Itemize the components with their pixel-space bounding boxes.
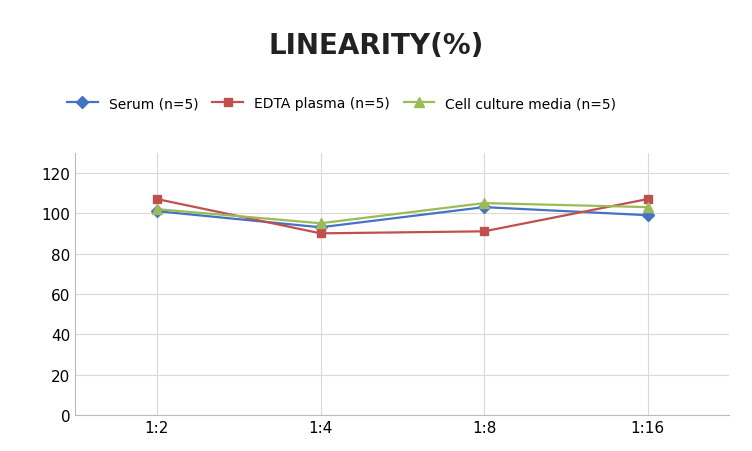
Cell culture media (n=5) [643, 205, 652, 210]
Cell culture media (n=5) [153, 207, 162, 212]
Cell culture media (n=5) [480, 201, 489, 207]
Serum (n=5) [643, 213, 652, 218]
Serum (n=5) [153, 209, 162, 214]
Serum (n=5) [316, 225, 325, 230]
Line: Serum (n=5): Serum (n=5) [153, 203, 652, 232]
Serum (n=5) [480, 205, 489, 210]
Text: LINEARITY(%): LINEARITY(%) [268, 32, 484, 60]
Line: EDTA plasma (n=5): EDTA plasma (n=5) [153, 195, 652, 238]
Cell culture media (n=5) [316, 221, 325, 226]
EDTA plasma (n=5) [643, 197, 652, 202]
Line: Cell culture media (n=5): Cell culture media (n=5) [152, 199, 653, 229]
Legend: Serum (n=5), EDTA plasma (n=5), Cell culture media (n=5): Serum (n=5), EDTA plasma (n=5), Cell cul… [67, 97, 616, 111]
EDTA plasma (n=5) [480, 229, 489, 235]
EDTA plasma (n=5) [153, 197, 162, 202]
EDTA plasma (n=5) [316, 231, 325, 236]
